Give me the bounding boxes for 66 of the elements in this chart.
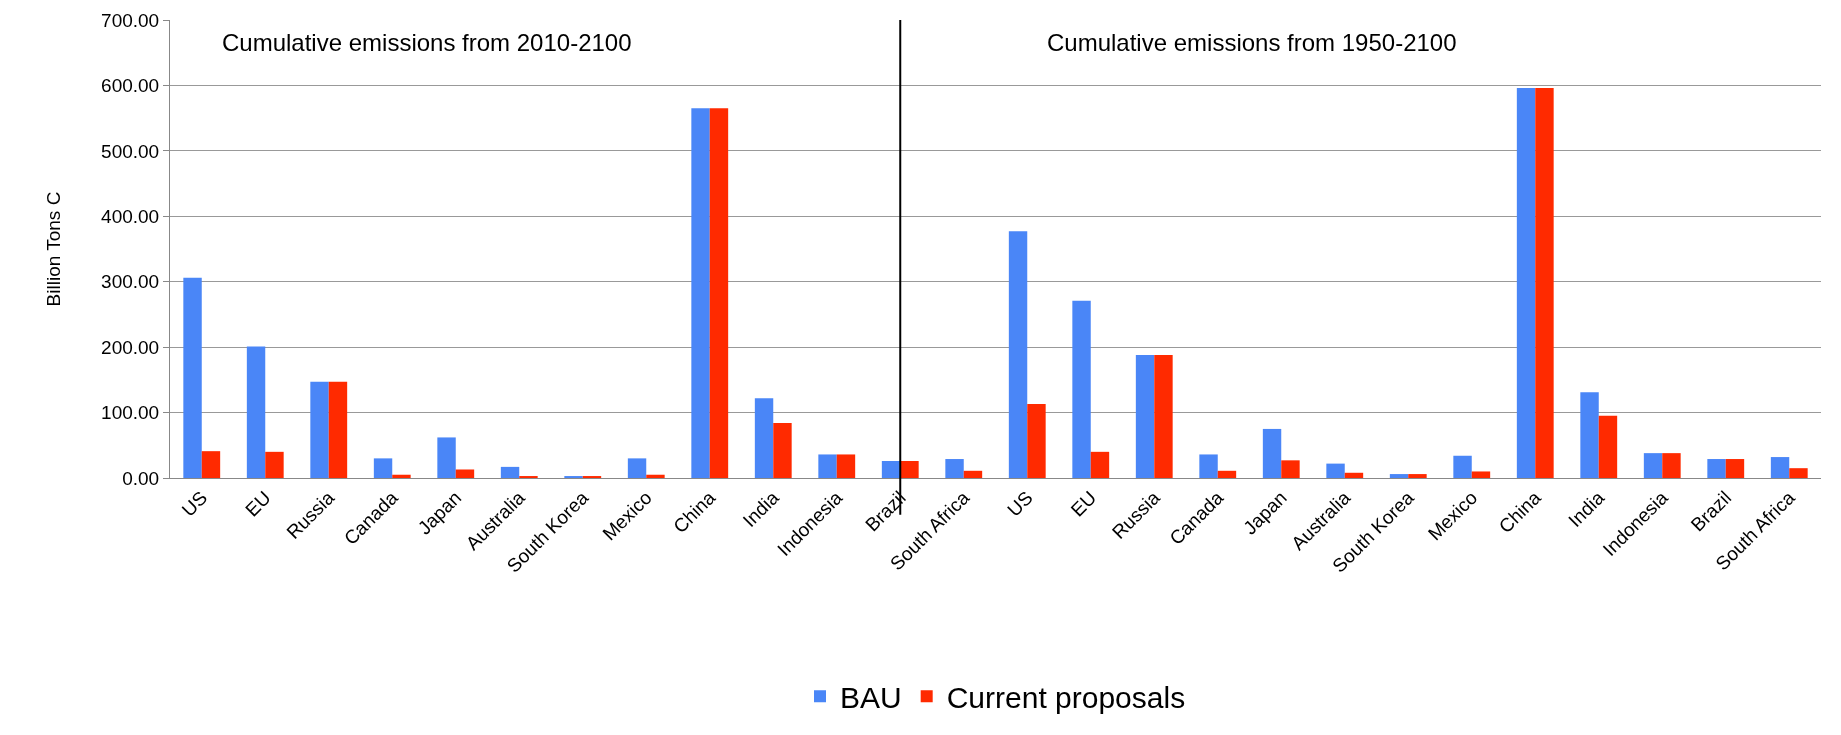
x-tick-label: US bbox=[1003, 487, 1037, 521]
y-tick-label: 600.00 bbox=[101, 75, 160, 97]
bar bbox=[1281, 460, 1300, 478]
bar bbox=[1408, 474, 1427, 478]
bar bbox=[1707, 459, 1726, 478]
legend-label: Current proposals bbox=[946, 681, 1186, 715]
bar bbox=[1027, 404, 1046, 478]
bar bbox=[963, 470, 983, 478]
bar bbox=[1471, 471, 1491, 478]
bar bbox=[1154, 354, 1173, 478]
bar bbox=[1643, 453, 1663, 478]
y-tick-label: 200.00 bbox=[101, 336, 160, 358]
bar bbox=[455, 469, 475, 478]
bar bbox=[709, 108, 729, 478]
bar bbox=[1199, 454, 1218, 478]
y-tick-label: 300.00 bbox=[101, 271, 160, 293]
bar bbox=[1516, 88, 1536, 478]
bar bbox=[1770, 457, 1790, 478]
bar bbox=[1789, 468, 1808, 478]
bar bbox=[1326, 463, 1345, 478]
bar bbox=[183, 277, 202, 478]
bar bbox=[1217, 470, 1237, 478]
legend-label: BAU bbox=[840, 681, 902, 715]
bar bbox=[754, 398, 774, 478]
annotation: Cumulative emissions from 1950-2100 bbox=[1047, 29, 1457, 56]
bar bbox=[900, 460, 919, 478]
bar bbox=[691, 108, 710, 478]
bar bbox=[1725, 459, 1745, 478]
bar bbox=[1453, 455, 1472, 478]
y-axis-title: Billion Tons C bbox=[42, 191, 64, 307]
bar bbox=[818, 454, 837, 478]
bar bbox=[1389, 474, 1409, 478]
bar bbox=[1135, 354, 1155, 478]
bar bbox=[836, 454, 856, 478]
bar bbox=[373, 458, 393, 478]
bar bbox=[328, 381, 348, 478]
bar bbox=[1072, 300, 1091, 478]
annotation: Cumulative emissions from 2010-2100 bbox=[222, 29, 632, 56]
y-tick-label: 700.00 bbox=[101, 9, 160, 31]
bar bbox=[310, 381, 329, 478]
bar bbox=[881, 460, 901, 478]
bar bbox=[500, 466, 520, 478]
y-tick-label: 500.00 bbox=[101, 140, 160, 162]
bar bbox=[392, 474, 411, 478]
bar bbox=[201, 451, 221, 478]
bar bbox=[646, 474, 665, 478]
bar bbox=[437, 437, 456, 478]
y-tick-label: 400.00 bbox=[101, 205, 160, 227]
bar bbox=[1580, 392, 1599, 478]
bar bbox=[1535, 88, 1554, 478]
bar bbox=[1344, 472, 1364, 478]
bar bbox=[246, 346, 266, 478]
x-tick-label: EU bbox=[1066, 487, 1101, 521]
bar bbox=[265, 451, 284, 478]
y-tick-label: 100.00 bbox=[101, 402, 160, 424]
bar bbox=[945, 459, 964, 478]
bar bbox=[1262, 428, 1282, 478]
bar bbox=[773, 423, 792, 478]
x-tick-label: EU bbox=[241, 487, 275, 521]
bar bbox=[627, 458, 647, 478]
bar bbox=[1090, 451, 1110, 478]
bar bbox=[1008, 231, 1028, 478]
bar bbox=[1662, 453, 1681, 478]
y-tick-label: 0.00 bbox=[122, 467, 160, 489]
x-tick-label: US bbox=[177, 487, 212, 521]
bar bbox=[1598, 415, 1618, 478]
